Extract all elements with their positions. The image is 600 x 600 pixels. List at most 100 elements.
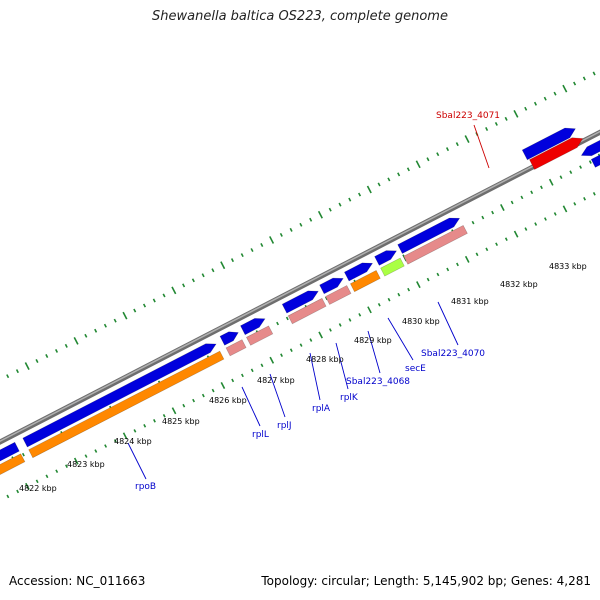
kbp-tick — [513, 230, 519, 238]
kbp-tick — [289, 348, 293, 352]
kbp-label: 4829 kbp — [354, 336, 392, 345]
cds-gene — [22, 343, 217, 448]
outer-tick — [103, 323, 107, 328]
cds-gene — [0, 441, 20, 462]
outer-tick — [279, 232, 283, 237]
label-leader — [473, 124, 490, 169]
gene-features — [0, 127, 600, 475]
label-leader-lines — [127, 124, 490, 480]
kbp-tick — [544, 217, 547, 221]
cds-gene — [240, 318, 266, 336]
label-leader — [387, 317, 414, 361]
kbp-tick — [211, 388, 215, 393]
kbp-tick — [201, 393, 205, 398]
kbp-tick — [348, 318, 352, 322]
kbp-tick — [122, 432, 128, 440]
kbp-tick — [504, 237, 508, 241]
kbp-tick — [240, 373, 244, 378]
outer-tick — [543, 96, 547, 101]
cds-gene — [281, 290, 319, 314]
kbp-tick — [328, 328, 332, 332]
kbp-tick — [94, 449, 98, 453]
gene-label: secE — [405, 364, 426, 374]
kbp-tick — [436, 272, 440, 277]
kbp-tick — [260, 363, 264, 368]
kbp-tick — [55, 469, 59, 474]
inner-tick — [21, 452, 25, 457]
outer-tick — [45, 354, 49, 358]
inner-tick — [597, 153, 600, 159]
inner-tick — [569, 170, 573, 174]
label-leader — [437, 301, 459, 346]
kbp-tick — [456, 262, 459, 267]
kbp-tick — [45, 474, 49, 479]
topology-summary: Topology: circular; Length: 5,145,902 bp… — [261, 574, 591, 588]
kbp-tick — [250, 368, 254, 373]
outer-tick — [436, 152, 440, 157]
gene-label: rplL — [252, 430, 269, 440]
kbp-label: 4828 kbp — [306, 355, 344, 364]
kbp-tick — [416, 281, 421, 289]
kbp-tick — [84, 454, 88, 458]
outer-tick — [152, 298, 156, 303]
kbp-tick — [475, 252, 479, 257]
outer-tick — [533, 101, 538, 106]
inner-tick — [500, 203, 505, 211]
outer-tick — [338, 202, 342, 207]
outer-tick — [133, 308, 137, 313]
kbp-tick — [16, 489, 20, 494]
gene-product-bar — [349, 269, 381, 293]
label-leader — [269, 373, 286, 418]
outer-tick — [230, 258, 235, 263]
inner-tick — [285, 316, 289, 321]
cds-gene — [580, 139, 600, 157]
kbp-tick — [407, 287, 411, 292]
kbp-tick — [397, 292, 401, 297]
inner-tick — [276, 321, 280, 326]
label-leader — [367, 330, 381, 374]
outer-tick — [73, 336, 79, 345]
outer-tick — [406, 167, 410, 172]
outer-tick — [54, 348, 59, 353]
kbp-label: 4824 kbp — [114, 437, 152, 446]
kbp-tick — [426, 277, 430, 282]
inner-tick — [491, 210, 495, 215]
kbp-tick — [6, 494, 10, 499]
label-leader — [127, 442, 147, 480]
gene-product-bar — [245, 325, 274, 346]
outer-tick — [162, 293, 166, 298]
kbp-tick — [358, 313, 362, 317]
kbp-label: 4825 kbp — [162, 417, 200, 426]
kbp-tick — [592, 191, 596, 196]
outer-tick — [84, 333, 88, 338]
tick-marks — [2, 71, 600, 499]
outer-tick — [24, 362, 30, 370]
gene-label: rplJ — [277, 421, 292, 431]
page-title: Shewanella baltica OS223, complete genom… — [152, 9, 448, 24]
outer-tick — [201, 273, 205, 278]
kbp-label: 4832 kbp — [500, 280, 538, 289]
outer-tick — [387, 177, 391, 182]
outer-tick — [464, 135, 470, 143]
gene-product-bar — [225, 339, 247, 357]
outer-tick — [553, 91, 557, 96]
kbp-tick — [153, 419, 156, 423]
cds-gene — [521, 127, 576, 161]
labels: 4822 kbp 4823 kbp 4824 kbp 4825 kbp 4826 kbp… — [19, 111, 587, 493]
outer-tick — [269, 236, 275, 244]
outer-tick — [455, 142, 459, 147]
outer-tick — [113, 318, 117, 323]
inner-tick — [579, 165, 583, 169]
inner-tick — [559, 175, 563, 180]
outer-tick — [592, 71, 596, 76]
gene-label: Sbal223_4068 — [346, 377, 410, 387]
outer-tick — [64, 343, 68, 348]
kbp-tick — [133, 429, 137, 433]
gene-product-bar — [0, 453, 26, 475]
outer-tick — [15, 369, 19, 374]
kbp-label: 4831 kbp — [451, 297, 489, 306]
kbp-tick — [171, 407, 177, 415]
outer-tick — [504, 116, 508, 121]
kbp-tick — [377, 302, 381, 307]
